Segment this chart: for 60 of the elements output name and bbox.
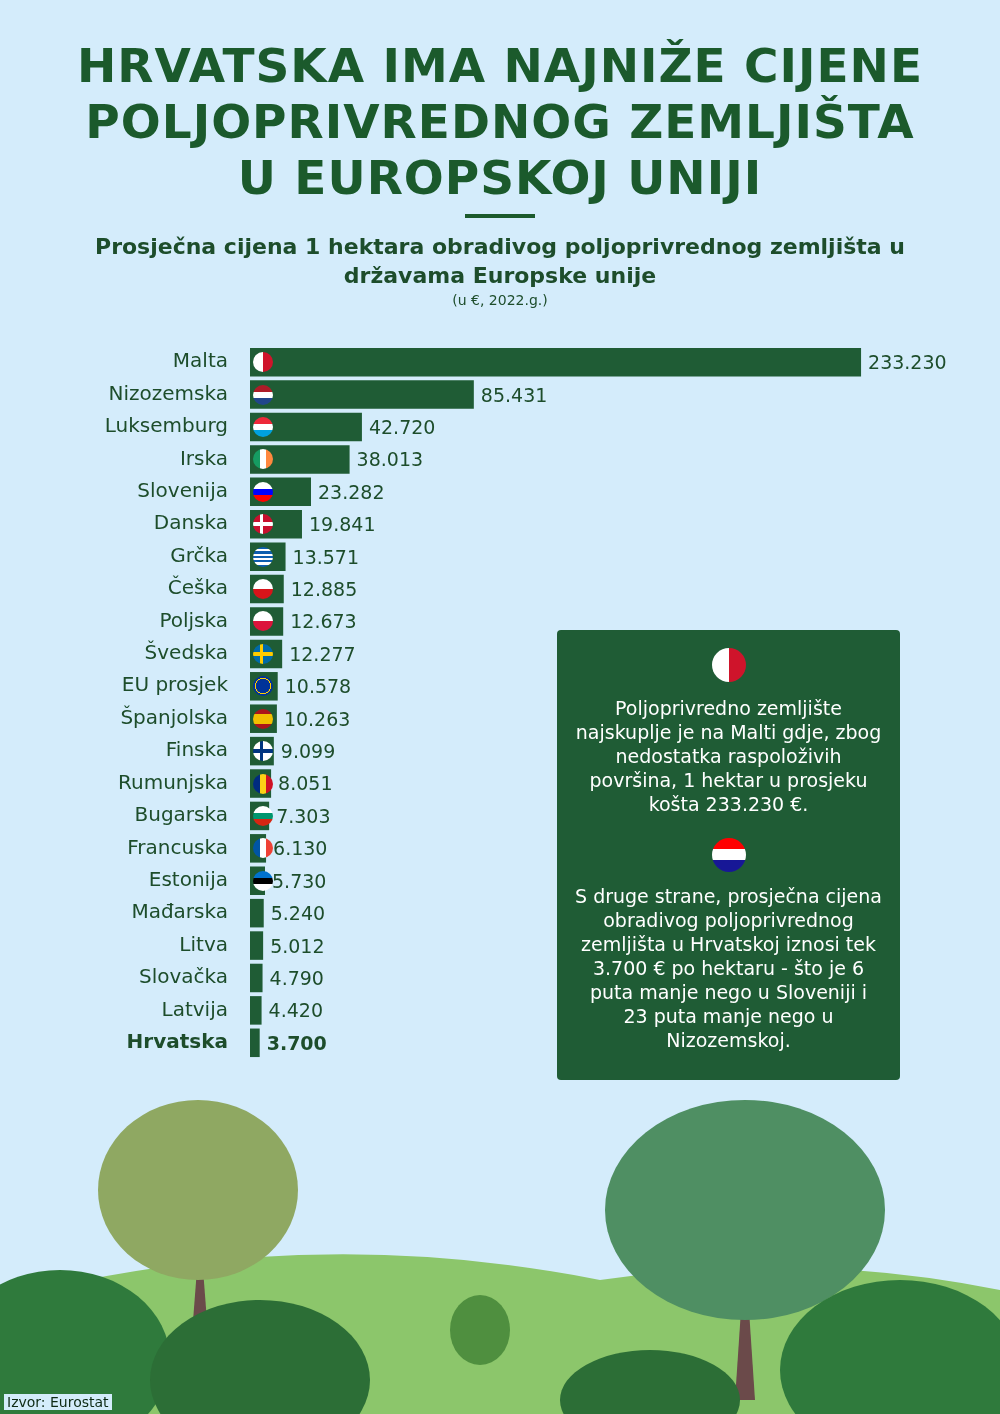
y-tick-label: Rumunjska [118,769,228,794]
y-tick-label: Latvija [161,996,228,1021]
bar [250,445,350,474]
data-label: 8.051 [278,772,333,795]
y-tick-label: Poljska [159,607,228,632]
y-tick-label: Irska [179,445,228,470]
bar [250,996,262,1025]
y-tick-label: Danska [153,510,228,535]
y-tick-label: Bugarska [134,802,228,827]
y-tick-label: Luksemburg [104,413,228,438]
info-box: Poljoprivredno zemljište najskuplje je na Malti gdje, zbog nedostatka raspoloživih površina, 1 hektar u prosjeku košta 233.230 €. S druge strane, prosječna cijena obradivog poljoprivrednog zemljišta u Hrvatskoj iznosi tek 3.700 € po hektaru - što je 6 puta manje nego u Sloveniji i 23 puta manje nego u Nizozemskoj. [557,630,900,1080]
chart-title: HRVATSKA IMA NAJNIŽE CIJENE POLJOPRIVREDNOG ZEMLJIŠTA U EUROPSKOJ UNIJI [75,38,925,206]
data-label: 4.790 [269,966,324,989]
bar [250,412,362,442]
data-label: 23.282 [318,480,385,503]
data-label: 42.720 [368,415,436,438]
data-label: 12.673 [290,610,357,633]
data-label: 10.263 [283,707,351,730]
annotation: S druge strane, prosječna cijena obradivog poljoprivrednog zemljišta u Hrvatskoj iznosi tek 3.700 € po hektaru - što je 6 puta manje nego u Sloveniji i 23 puta manje nego u Nizozemskoj. [575,884,882,1052]
bar [250,898,264,928]
data-label: 38.013 [356,448,424,471]
bar [250,1028,260,1058]
annotation: Poljoprivredno zemljište najskuplje je na Malti gdje, zbog nedostatka raspoloživih površina, 1 hektar u prosjeku košta 233.230 €. [575,696,882,816]
data-label: 7.303 [276,804,331,827]
data-label: 6.130 [273,837,328,860]
y-tick-label: Litva [179,931,228,956]
bar [250,380,474,409]
data-label: 5.012 [270,934,325,957]
y-tick-label: Nizozemska [108,380,228,405]
y-tick-label: Slovačka [138,964,228,989]
x-axis-title: (u €, 2022.g.) [451,292,549,308]
data-label: 13.571 [292,545,360,568]
y-tick-label: Mađarska [131,899,228,924]
data-label: 9.099 [280,740,336,763]
y-tick-label: Španjolska [120,704,228,729]
data-label: 19.841 [308,513,376,536]
y-tick-label: Finska [165,737,228,762]
data-label: 5.730 [272,869,327,892]
y-tick-label: Francuska [127,834,228,859]
y-tick-label: Švedska [144,640,228,665]
bar [250,931,264,960]
y-tick-label: Malta [172,348,228,373]
y-tick-label: EU prosjek [121,672,229,697]
bar [250,347,862,377]
y-tick-label: Grčka [170,542,228,567]
text: Izvor: Eurostat [4,1394,112,1410]
data-label: 12.885 [290,578,358,601]
data-label: 12.277 [289,642,356,665]
chart-subtitle: Prosječna cijena 1 hektara obradivog poljoprivrednog zemljišta u državama Europske unije [94,233,906,290]
y-tick-label: Estonija [148,866,228,891]
data-label: 233.230 [868,351,947,374]
data-label: 85.431 [480,383,548,406]
y-tick-label: Hrvatska [126,1029,228,1053]
bar [250,963,263,993]
y-tick-label: Slovenija [137,478,228,503]
y-tick-label: Češka [167,575,228,600]
data-label: 3.700 [266,1031,327,1054]
data-label: 10.578 [284,675,352,698]
data-label: 5.240 [270,902,326,925]
data-label: 4.420 [268,999,323,1022]
